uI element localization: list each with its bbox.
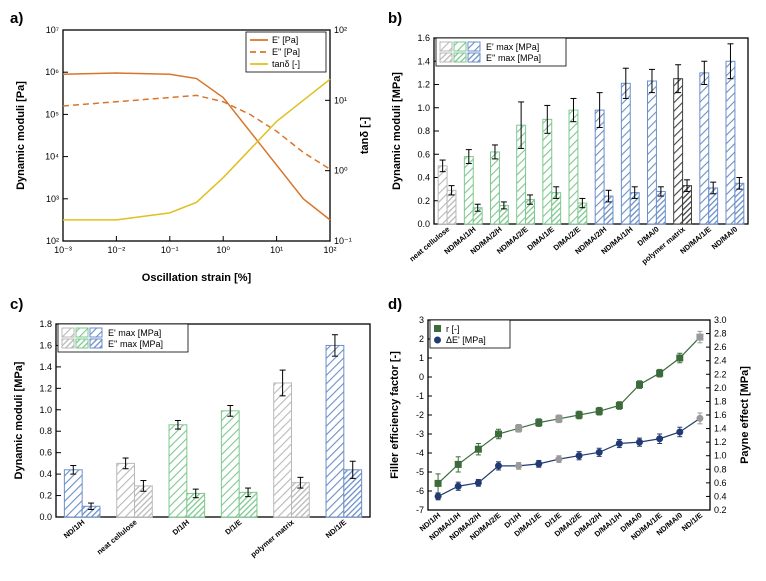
- svg-text:-7: -7: [416, 505, 424, 515]
- svg-text:1.0: 1.0: [417, 103, 430, 113]
- svg-text:polymer matrix: polymer matrix: [249, 517, 297, 559]
- svg-text:10⁻³: 10⁻³: [54, 245, 72, 255]
- panel-c: c) 0.0 0.2 0.4 0.6 0.8 1.0 1.2 1.4 1.6 1.8 Dynamic…: [8, 294, 380, 574]
- svg-text:1.0: 1.0: [714, 450, 727, 460]
- svg-text:r [-]: r [-]: [446, 324, 460, 334]
- svg-text:0.0: 0.0: [417, 219, 430, 229]
- panel-d-label: d): [388, 296, 402, 313]
- chart-d: -7 -6 -5 -4 -3 -2 -1 0 1 2 3 0.2 0.4 0.6 0.8 1.0 1.2 1.4 1…: [386, 294, 756, 572]
- svg-text:-3: -3: [416, 429, 424, 439]
- svg-text:10²: 10²: [46, 236, 59, 246]
- svg-text:D/1/H: D/1/H: [171, 517, 191, 536]
- svg-text:10²: 10²: [323, 245, 336, 255]
- svg-text:1.2: 1.2: [417, 80, 430, 90]
- svg-text:10⁻¹: 10⁻¹: [334, 236, 352, 246]
- svg-text:10¹: 10¹: [334, 95, 347, 105]
- svg-text:1.2: 1.2: [39, 383, 52, 393]
- svg-text:0.4: 0.4: [39, 469, 52, 479]
- svg-text:tanδ [-]: tanδ [-]: [272, 59, 300, 69]
- svg-text:10³: 10³: [46, 194, 59, 204]
- svg-text:10⁶: 10⁶: [45, 67, 59, 77]
- svg-text:10⁻²: 10⁻²: [108, 245, 126, 255]
- svg-text:Dynamic moduli [MPa]: Dynamic moduli [MPa]: [13, 361, 25, 479]
- svg-text:0.8: 0.8: [714, 464, 727, 474]
- svg-text:Dynamic moduli [MPa]: Dynamic moduli [MPa]: [391, 72, 403, 190]
- svg-text:10⁻¹: 10⁻¹: [161, 245, 179, 255]
- svg-text:E' [Pa]: E' [Pa]: [272, 35, 298, 45]
- svg-text:Dynamic moduli [Pa]: Dynamic moduli [Pa]: [15, 81, 27, 190]
- svg-text:0.6: 0.6: [39, 447, 52, 457]
- svg-text:10¹: 10¹: [270, 245, 283, 255]
- svg-text:1.4: 1.4: [417, 56, 430, 66]
- svg-text:3.0: 3.0: [714, 315, 727, 325]
- svg-text:ND/1/H: ND/1/H: [62, 517, 87, 540]
- svg-text:2.2: 2.2: [714, 369, 727, 379]
- svg-text:2: 2: [419, 334, 424, 344]
- svg-text:ND/MA/0: ND/MA/0: [710, 225, 739, 252]
- svg-text:E' max [MPa]: E' max [MPa]: [486, 42, 539, 52]
- chart-c: 0.0 0.2 0.4 0.6 0.8 1.0 1.2 1.4 1.6 1.8 Dynamic mo…: [8, 294, 378, 572]
- svg-text:-5: -5: [416, 467, 424, 477]
- svg-text:10⁴: 10⁴: [45, 152, 59, 162]
- svg-text:10⁰: 10⁰: [334, 166, 348, 176]
- svg-text:E'' max [MPa]: E'' max [MPa]: [486, 53, 541, 63]
- chart-a: 10⁻³ 10⁻² 10⁻¹ 10⁰ 10¹ 10² 10² 10³ 10⁴ 10⁵ 10⁶ 10⁷ 1…: [8, 8, 378, 286]
- svg-text:2.4: 2.4: [714, 355, 727, 365]
- svg-text:0.4: 0.4: [417, 173, 430, 183]
- svg-text:10⁷: 10⁷: [46, 25, 59, 35]
- svg-text:-2: -2: [416, 410, 424, 420]
- svg-text:0: 0: [419, 372, 424, 382]
- svg-text:10⁵: 10⁵: [45, 109, 59, 119]
- svg-text:2.8: 2.8: [714, 328, 727, 338]
- svg-text:ΔE' [MPa]: ΔE' [MPa]: [446, 335, 486, 345]
- panel-b-label: b): [388, 10, 402, 27]
- svg-text:0.0: 0.0: [39, 512, 52, 522]
- svg-text:0.2: 0.2: [417, 196, 430, 206]
- svg-text:3: 3: [419, 315, 424, 325]
- panel-d: d) -7 -6 -5 -4 -3 -2 -1 0 1 2 3 0.2 0.4 0.6 0.8 1.0 1.2 1…: [386, 294, 758, 574]
- svg-text:-6: -6: [416, 486, 424, 496]
- svg-text:0.8: 0.8: [417, 126, 430, 136]
- svg-text:Payne effect [MPa]: Payne effect [MPa]: [739, 365, 751, 463]
- svg-text:1.4: 1.4: [714, 423, 727, 433]
- svg-text:1.8: 1.8: [39, 319, 52, 329]
- svg-text:Filler efficiency factor [-]: Filler efficiency factor [-]: [389, 350, 401, 478]
- svg-text:E'' [Pa]: E'' [Pa]: [272, 47, 300, 57]
- svg-text:1.4: 1.4: [39, 361, 52, 371]
- svg-text:D/1/E: D/1/E: [223, 517, 243, 536]
- svg-text:1.6: 1.6: [39, 340, 52, 350]
- svg-text:tanδ [-]: tanδ [-]: [359, 117, 371, 155]
- svg-text:2.6: 2.6: [714, 342, 727, 352]
- svg-text:10²: 10²: [334, 25, 347, 35]
- svg-text:1.8: 1.8: [714, 396, 727, 406]
- svg-text:E'' max [MPa]: E'' max [MPa]: [108, 339, 163, 349]
- svg-text:neat cellulose: neat cellulose: [408, 225, 452, 264]
- panel-b: b) 0.0 0.2 0.4 0.6 0.8 1.0 1.2 1.4 1.6 Dynamic mo…: [386, 8, 758, 288]
- svg-text:Oscillation strain [%]: Oscillation strain [%]: [142, 272, 252, 284]
- svg-text:E' max [MPa]: E' max [MPa]: [108, 328, 161, 338]
- svg-text:ND/1/E: ND/1/E: [324, 517, 348, 539]
- svg-text:0.8: 0.8: [39, 426, 52, 436]
- svg-text:0.2: 0.2: [714, 505, 727, 515]
- svg-text:ND/1/E: ND/1/E: [680, 510, 704, 532]
- panel-a: a) 10⁻³10⁻²10⁻¹10⁰10¹10²10²10³10⁴10⁵10⁶1…: [8, 8, 380, 288]
- panel-a-label: a): [10, 10, 23, 27]
- svg-text:2.0: 2.0: [714, 382, 727, 392]
- svg-text:D/MA/1/E: D/MA/1/E: [525, 225, 556, 253]
- svg-text:1.6: 1.6: [417, 33, 430, 43]
- svg-text:0.6: 0.6: [417, 149, 430, 159]
- panel-c-label: c): [10, 296, 23, 313]
- svg-text:-1: -1: [416, 391, 424, 401]
- svg-text:neat cellulose: neat cellulose: [95, 517, 139, 556]
- svg-text:0.6: 0.6: [714, 477, 727, 487]
- svg-text:0.4: 0.4: [714, 491, 727, 501]
- svg-text:1.0: 1.0: [39, 404, 52, 414]
- svg-text:0.2: 0.2: [39, 490, 52, 500]
- chart-b: 0.0 0.2 0.4 0.6 0.8 1.0 1.2 1.4 1.6 Dynamic modul…: [386, 8, 756, 286]
- svg-text:-4: -4: [416, 448, 424, 458]
- svg-text:10⁰: 10⁰: [216, 245, 230, 255]
- svg-text:1.6: 1.6: [714, 410, 727, 420]
- svg-text:1.2: 1.2: [714, 437, 727, 447]
- svg-text:1: 1: [419, 353, 424, 363]
